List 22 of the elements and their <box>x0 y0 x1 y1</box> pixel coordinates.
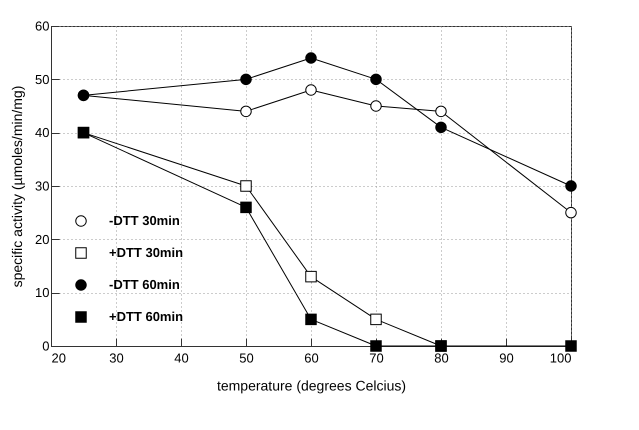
y-axis-title: specific activity (µmoles/min/mg) <box>9 86 26 288</box>
legend-label: +DTT 30min <box>109 245 184 260</box>
legend-label: -DTT 30min <box>109 213 180 228</box>
x-tick-label: 20 <box>52 350 66 366</box>
y-tick-label: 10 <box>35 285 50 300</box>
x-tick-label: 70 <box>369 350 384 366</box>
x-tick-label: 60 <box>304 350 319 366</box>
x-tick-label: 50 <box>239 350 254 366</box>
x-tick-label: 90 <box>499 350 514 366</box>
x-tick-label: 40 <box>174 350 189 366</box>
legend-label: +DTT 60min <box>109 309 184 324</box>
y-tick-label: 40 <box>35 125 50 140</box>
x-tick-label: 30 <box>109 350 124 366</box>
x-axis-title: temperature (degrees Celcius) <box>216 378 406 394</box>
x-tick-label: 80 <box>434 350 449 366</box>
x-tick-label: 100 <box>550 350 572 366</box>
y-tick-label: 0 <box>42 338 50 354</box>
y-tick-label: 30 <box>35 178 50 194</box>
legend-label: -DTT 60min <box>109 277 180 292</box>
y-tick-label: 60 <box>35 18 50 34</box>
y-tick-label: 20 <box>35 232 50 247</box>
y-tick-label: 50 <box>35 72 50 87</box>
